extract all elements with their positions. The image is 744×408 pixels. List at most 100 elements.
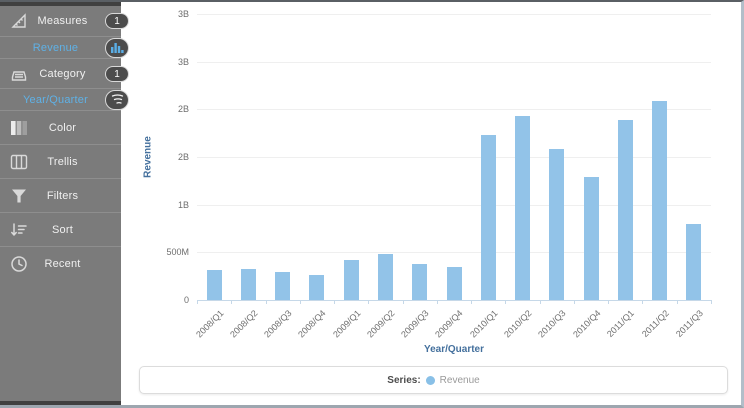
plot-area: 0 500M 1B 2B 2B 3B 3B 2008/Q1 2008/Q2 2008/Q3 2008…: [166, 9, 712, 339]
x-tick-label: 2008/Q4: [296, 308, 329, 340]
x-axis-tick: [676, 300, 678, 304]
x-axis-tick: [265, 300, 267, 304]
measures-count-badge[interactable]: 1: [105, 13, 129, 29]
sidebar-item-label: Filters: [46, 189, 79, 202]
y-tick-label: 3B: [177, 56, 189, 67]
recent-icon: [8, 253, 30, 275]
legend-color-dot: [425, 375, 435, 385]
chart-type-badge[interactable]: [105, 37, 129, 58]
y-tick-label: 2B: [177, 104, 189, 115]
sidebar-item-label: Year/Quarter: [23, 93, 88, 106]
bar-2011-Q3[interactable]: [686, 223, 702, 300]
y-axis-title: Revenue: [142, 136, 154, 178]
sidebar: Measures 1 Revenue Category 1: [0, 2, 129, 405]
filters-icon: [8, 185, 30, 207]
x-axis-title: Year/Quarter: [423, 344, 485, 355]
gridline: [197, 14, 711, 15]
x-tick-label: 2010/Q1: [467, 308, 500, 340]
sidebar-item-label: Sort: [52, 223, 73, 236]
x-tick-label: 2008/Q2: [227, 308, 260, 340]
y-tick-label: 0: [183, 295, 189, 305]
sidebar-item-year-quarter[interactable]: Year/Quarter: [0, 88, 129, 110]
x-axis-tick: [471, 300, 473, 304]
category-count-badge[interactable]: 1: [105, 65, 129, 82]
x-tick-label: 2011/Q3: [673, 308, 705, 340]
x-tick-label: 2009/Q1: [330, 308, 363, 340]
x-axis-tick: [539, 300, 541, 304]
x-axis-tick: [608, 300, 610, 304]
x-tick-label: 2011/Q2: [639, 308, 671, 340]
sidebar-item-label: Trellis: [47, 155, 78, 168]
category-icon: [8, 63, 30, 85]
x-axis-tick: [711, 300, 712, 304]
gridline: [197, 252, 711, 254]
y-tick-label: 500M: [166, 247, 189, 258]
bar-2010-Q2[interactable]: [515, 116, 531, 300]
y-tick-label: 3B: [177, 9, 189, 19]
bar-2009-Q3[interactable]: [412, 264, 428, 300]
x-tick-label: 2010/Q3: [536, 308, 568, 340]
sidebar-item-color[interactable]: Color: [0, 110, 121, 144]
bar-2011-Q2[interactable]: [652, 100, 668, 300]
x-axis-tick: [368, 300, 370, 304]
sidebar-item-trellis[interactable]: Trellis: [0, 144, 121, 178]
x-tick-label: 2009/Q3: [399, 308, 431, 340]
x-tick-label: 2008/Q1: [193, 308, 226, 340]
bar-2009-Q4[interactable]: [446, 266, 462, 300]
measures-icon: [8, 10, 30, 32]
legend-series-label: Series:: [387, 374, 421, 386]
sidebar-item-filters[interactable]: Filters: [0, 178, 121, 212]
bar-chart-icon: [110, 42, 124, 54]
x-axis-line: [197, 300, 711, 301]
legend-series-name: Revenue: [439, 374, 480, 386]
x-tick-label: 2010/Q2: [502, 308, 534, 340]
bar-2010-Q3[interactable]: [549, 149, 565, 300]
gridline: [197, 204, 711, 206]
sidebar-item-label: Category: [39, 67, 86, 80]
x-axis-tick: [197, 300, 198, 304]
sidebar-item-label: Revenue: [32, 41, 79, 54]
bar-2009-Q2[interactable]: [377, 253, 393, 300]
x-tick-label: 2008/Q3: [262, 308, 294, 340]
x-axis-tick: [436, 300, 438, 304]
trellis-icon: [8, 151, 30, 173]
sidebar-item-sort[interactable]: Sort: [0, 212, 121, 246]
gridline: [197, 157, 711, 158]
bar-2010-Q4[interactable]: [583, 177, 599, 300]
sidebar-item-measures[interactable]: Measures 1: [0, 6, 129, 36]
drill-icon: [111, 93, 124, 106]
bar-2010-Q1[interactable]: [480, 135, 496, 300]
y-tick-label: 2B: [177, 152, 189, 162]
sidebar-item-revenue[interactable]: Revenue: [0, 36, 129, 58]
sort-icon: [8, 219, 30, 241]
bar-2011-Q1[interactable]: [617, 119, 633, 300]
bar-2009-Q1[interactable]: [343, 259, 359, 300]
chart-canvas: Revenue 0 500M 1B 2B 2B 3B 3B 2008/Q1 2008/Q2 200…: [121, 2, 741, 405]
gridline: [197, 109, 711, 111]
sidebar-item-label: Measures: [37, 15, 88, 27]
sidebar-item-label: Recent: [44, 257, 81, 270]
sidebar-item-category[interactable]: Category 1: [0, 58, 129, 88]
x-axis-tick: [505, 300, 507, 304]
x-tick-label: 2009/Q4: [433, 308, 466, 340]
x-tick-label: 2010/Q4: [570, 308, 603, 340]
bar-2008-Q4[interactable]: [309, 274, 325, 300]
x-axis-tick: [334, 300, 336, 304]
x-tick-label: 2011/Q1: [605, 308, 637, 340]
x-axis-tick: [231, 300, 233, 304]
bar-2008-Q1[interactable]: [206, 270, 222, 300]
drill-badge[interactable]: [105, 89, 129, 110]
x-tick-label: 2009/Q2: [365, 308, 397, 340]
gridline: [197, 61, 711, 63]
y-tick-label: 1B: [177, 199, 189, 210]
sidebar-item-recent[interactable]: Recent: [0, 246, 121, 280]
bar-2008-Q3[interactable]: [275, 271, 291, 300]
x-axis-tick: [402, 300, 404, 304]
color-icon: [8, 117, 30, 139]
x-axis-tick: [299, 300, 301, 304]
x-axis-tick: [573, 300, 575, 304]
x-axis-tick: [642, 300, 644, 304]
bar-2008-Q2[interactable]: [240, 269, 256, 300]
chart-legend: Series: Revenue: [139, 366, 728, 394]
